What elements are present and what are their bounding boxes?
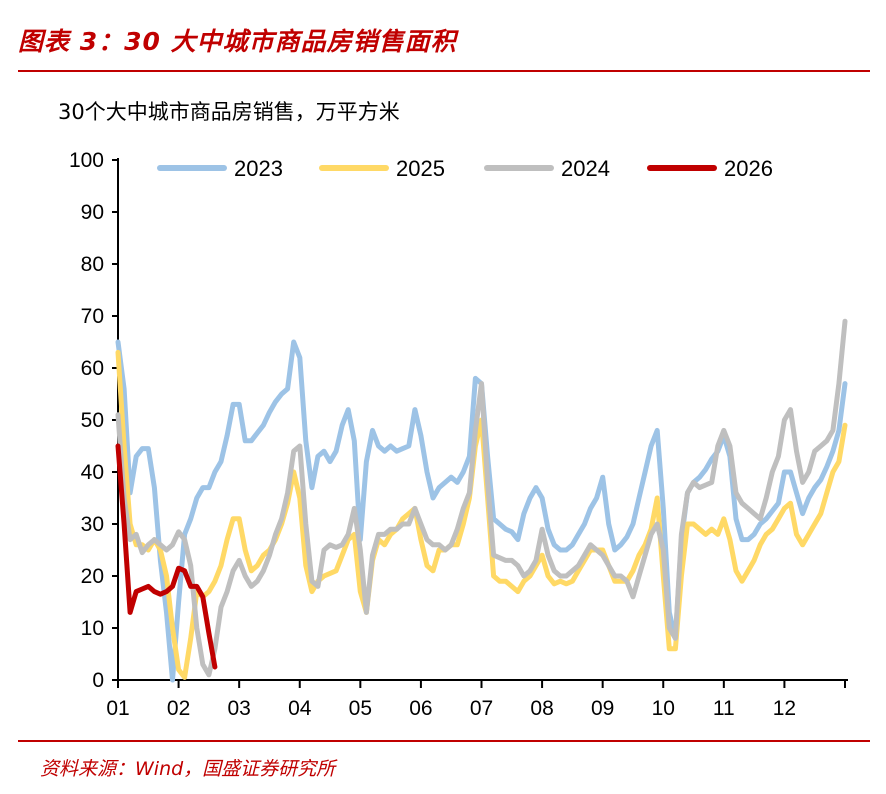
legend-label-2025: 2025 [396,156,445,181]
x-tick-label: 10 [652,697,675,720]
legend-label-2026: 2026 [724,156,773,181]
series-line-2024 [115,318,848,678]
x-tick-label: 05 [349,697,372,720]
y-tick-label: 80 [81,253,104,276]
series-line-2026 [115,443,218,670]
x-tick-label: 08 [530,697,553,720]
y-tick-label: 20 [81,565,104,588]
x-tick-label: 11 [713,697,735,720]
y-tick-label: 60 [81,357,104,380]
x-tick-label: 07 [470,697,493,720]
source-note: 资料来源：Wind，国盛证券研究所 [40,758,336,780]
y-tick-label: 50 [81,409,104,432]
y-tick-label: 100 [69,149,104,172]
x-tick-label: 06 [409,697,432,720]
x-tick-label: 04 [288,697,312,720]
title-divider [18,70,870,72]
y-tick-label: 90 [81,201,104,224]
figure-title: 图表 3：30 大中城市商品房销售面积 [18,27,457,56]
x-tick-label: 12 [773,697,796,720]
x-tick-label: 02 [167,697,190,720]
y-tick-label: 10 [81,617,104,640]
y-tick-label: 30 [81,513,104,536]
legend-label-2023: 2023 [234,156,283,181]
x-tick-label: 09 [591,697,614,720]
chart-subtitle: 30个大中城市商品房销售，万平方米 [58,100,400,124]
x-tick-label: 03 [227,697,250,720]
y-tick-label: 40 [81,461,104,484]
x-tick-label: 01 [106,697,129,720]
legend-label-2024: 2024 [561,156,610,181]
y-tick-label: 70 [81,305,104,328]
y-tick-label: 0 [92,669,104,692]
footer-divider [18,740,870,742]
